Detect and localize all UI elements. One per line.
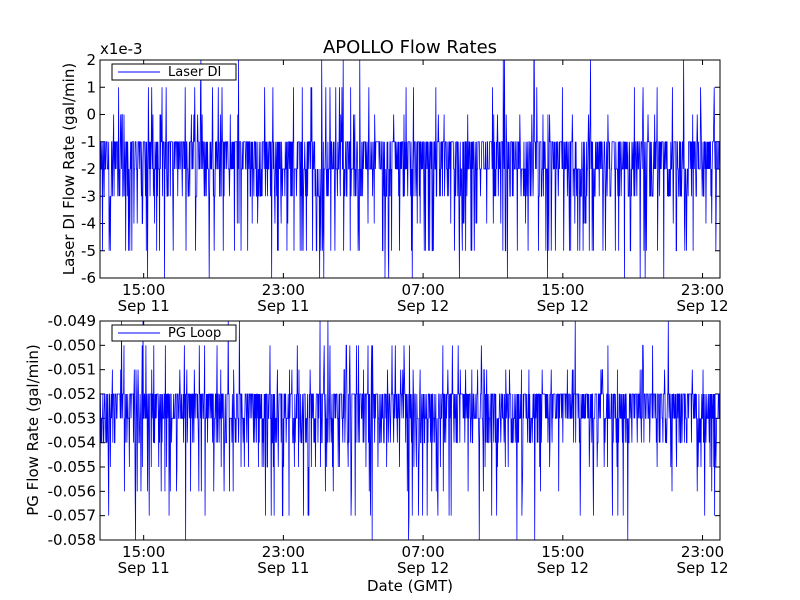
- x-tick-time-label: 07:00: [401, 543, 444, 561]
- x-tick-time-label: 15:00: [541, 543, 584, 561]
- y-scale-multiplier: x1e-3: [100, 40, 143, 58]
- legend-pg-loop: PG Loop: [111, 324, 237, 342]
- panel-pg-loop: PG Flow Rate (gal/min) -0.049 -0.050 -0.05…: [24, 312, 729, 577]
- x-tick-date-label: Sep 12: [676, 297, 728, 315]
- legend-laser-di: Laser DI: [111, 63, 237, 81]
- y-tick-label: -2: [81, 160, 96, 178]
- x-tick-date-label: Sep 12: [676, 559, 728, 577]
- x-tick-time-label: 15:00: [122, 281, 165, 299]
- y-tick-label: -0.057: [48, 507, 96, 525]
- x-tick-date-label: Sep 11: [118, 297, 170, 315]
- y-tick-label: -0.050: [48, 336, 96, 354]
- y-tick-label: -3: [81, 187, 96, 205]
- y-tick-label: -0.053: [48, 409, 96, 427]
- x-tick-date-label: Sep 11: [118, 559, 170, 577]
- x-tick-time-label: 23:00: [681, 543, 724, 561]
- x-tick-time-label: 23:00: [262, 281, 305, 299]
- y-tick-label: -5: [81, 242, 96, 260]
- figure-title: APOLLO Flow Rates: [323, 37, 497, 58]
- x-tick-date-label: Sep 11: [257, 297, 309, 315]
- series-pg-loop: [99, 320, 721, 541]
- y-tick-label: 1: [86, 78, 96, 96]
- x-tick-date-label: Sep 12: [537, 297, 589, 315]
- series-laser-di: [99, 59, 721, 279]
- panel-laser-di: x1e-3 Laser DI Flow Rate (gal/min) 2 1 0 -1…: [60, 40, 729, 315]
- x-tick-date-label: Sep 11: [257, 559, 309, 577]
- y-tick-label: -0.055: [48, 458, 96, 476]
- legend-box-laser-di: [111, 63, 237, 81]
- legend-entry-pg-loop: PG Loop: [168, 326, 221, 341]
- y-tick-label: -0.058: [48, 531, 96, 549]
- x-tick-date-label: Sep 12: [397, 559, 449, 577]
- y-tick-label: -4: [81, 215, 96, 233]
- x-axis-label: Date (GMT): [367, 577, 453, 595]
- y-axis-label-laser-di: Laser DI Flow Rate (gal/min): [60, 63, 78, 275]
- x-tick-date-label: Sep 12: [537, 559, 589, 577]
- y-tick-label: 0: [86, 106, 96, 124]
- x-tick-time-label: 23:00: [262, 543, 305, 561]
- legend-entry-laser-di: Laser DI: [168, 65, 221, 80]
- legend-box-pg-loop: [111, 324, 237, 342]
- x-tick-time-label: 15:00: [541, 281, 584, 299]
- x-tick-time-label: 15:00: [122, 543, 165, 561]
- x-tick-time-label: 07:00: [401, 281, 444, 299]
- series-line-pg-loop: [99, 320, 721, 541]
- plot-frame-pg-loop: [99, 320, 721, 541]
- y-tick-label: -0.049: [48, 312, 96, 330]
- y-tick-label: -0.051: [48, 361, 96, 379]
- plot-frame-laser-di: [99, 59, 721, 279]
- y-tick-label: -1: [81, 133, 96, 151]
- x-tick-time-label: 23:00: [681, 281, 724, 299]
- y-ticks-pg-loop: -0.049 -0.050 -0.051 -0.052 -0.053 -0.054 -0.0…: [48, 312, 720, 549]
- y-tick-label: -0.054: [48, 434, 96, 452]
- y-tick-label: -0.052: [48, 385, 96, 403]
- series-line-laser-di: [99, 59, 721, 279]
- y-axis-label-pg-loop: PG Flow Rate (gal/min): [24, 344, 42, 516]
- x-tick-date-label: Sep 12: [397, 297, 449, 315]
- y-tick-label: 2: [86, 51, 96, 69]
- y-tick-label: -6: [81, 269, 96, 287]
- y-ticks-laser-di: 2 1 0 -1 -2 -3 -4 -5 -6: [81, 51, 720, 287]
- y-tick-label: -0.056: [48, 482, 96, 500]
